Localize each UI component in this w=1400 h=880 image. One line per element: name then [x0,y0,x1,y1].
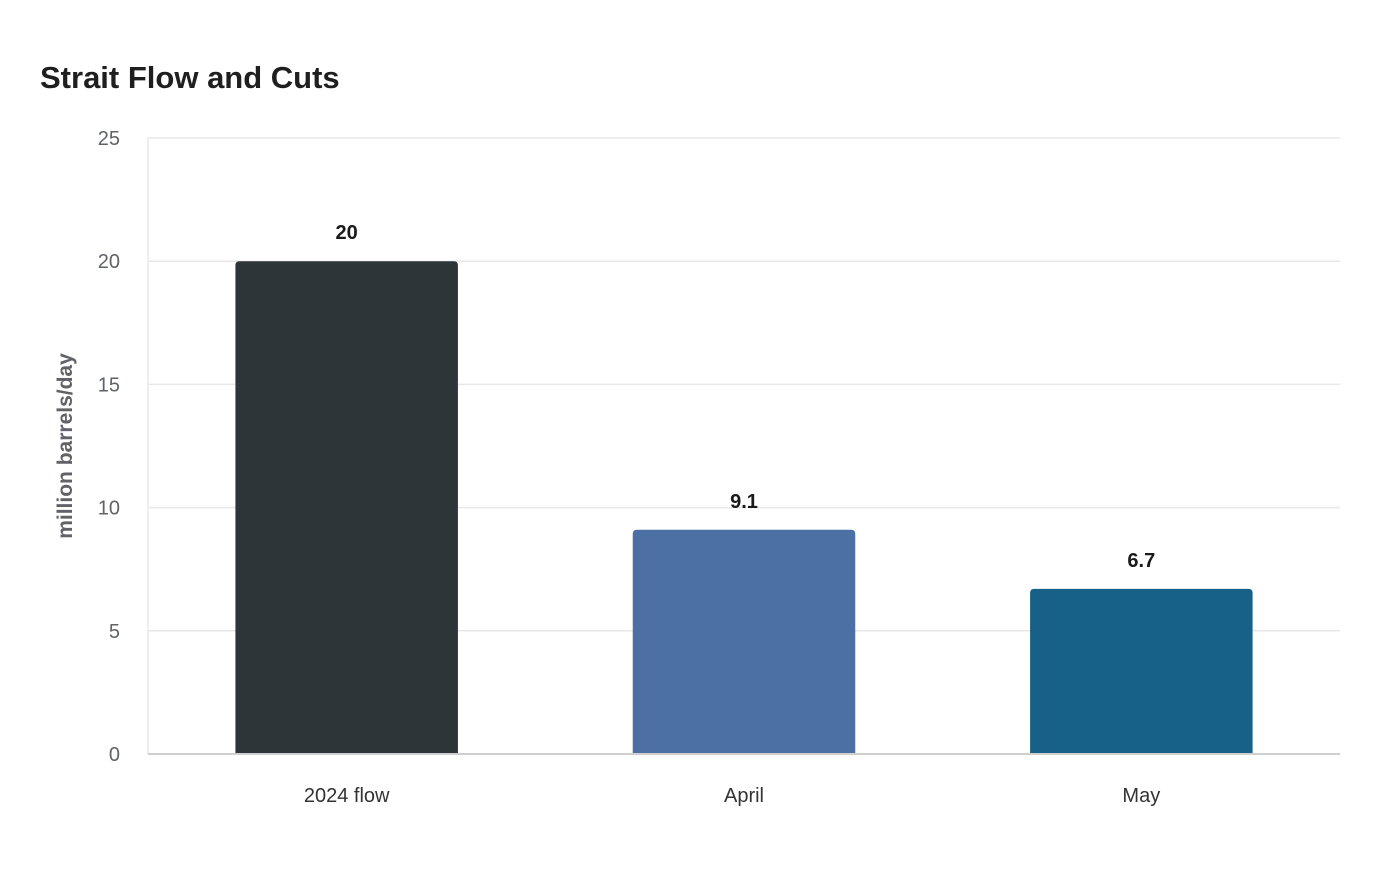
y-axis: 0 5 10 15 20 25 [98,128,149,766]
bar-may [1030,588,1253,754]
y-tick-label: 5 [109,621,120,643]
data-label: 9.1 [730,491,758,513]
data-label: 20 [336,222,358,244]
x-tick-label: 2024 flow [304,785,390,807]
y-axis-title: million barrels/day [54,353,77,539]
x-tick-label: April [724,785,764,807]
data-label: 6.7 [1127,550,1155,572]
y-tick-label: 25 [98,128,120,150]
chart-title: Strait Flow and Cuts [40,60,340,95]
bar-april [632,529,856,754]
bar-2024-flow [235,261,458,754]
y-tick-label: 20 [98,251,120,273]
x-tick-label: May [1122,785,1160,807]
y-tick-label: 0 [109,744,120,766]
x-axis: 2024 flow April May [148,753,1340,807]
y-tick-label: 15 [98,374,120,396]
bars: 20 9.1 6.7 [235,222,1253,754]
y-tick-label: 10 [98,498,120,520]
